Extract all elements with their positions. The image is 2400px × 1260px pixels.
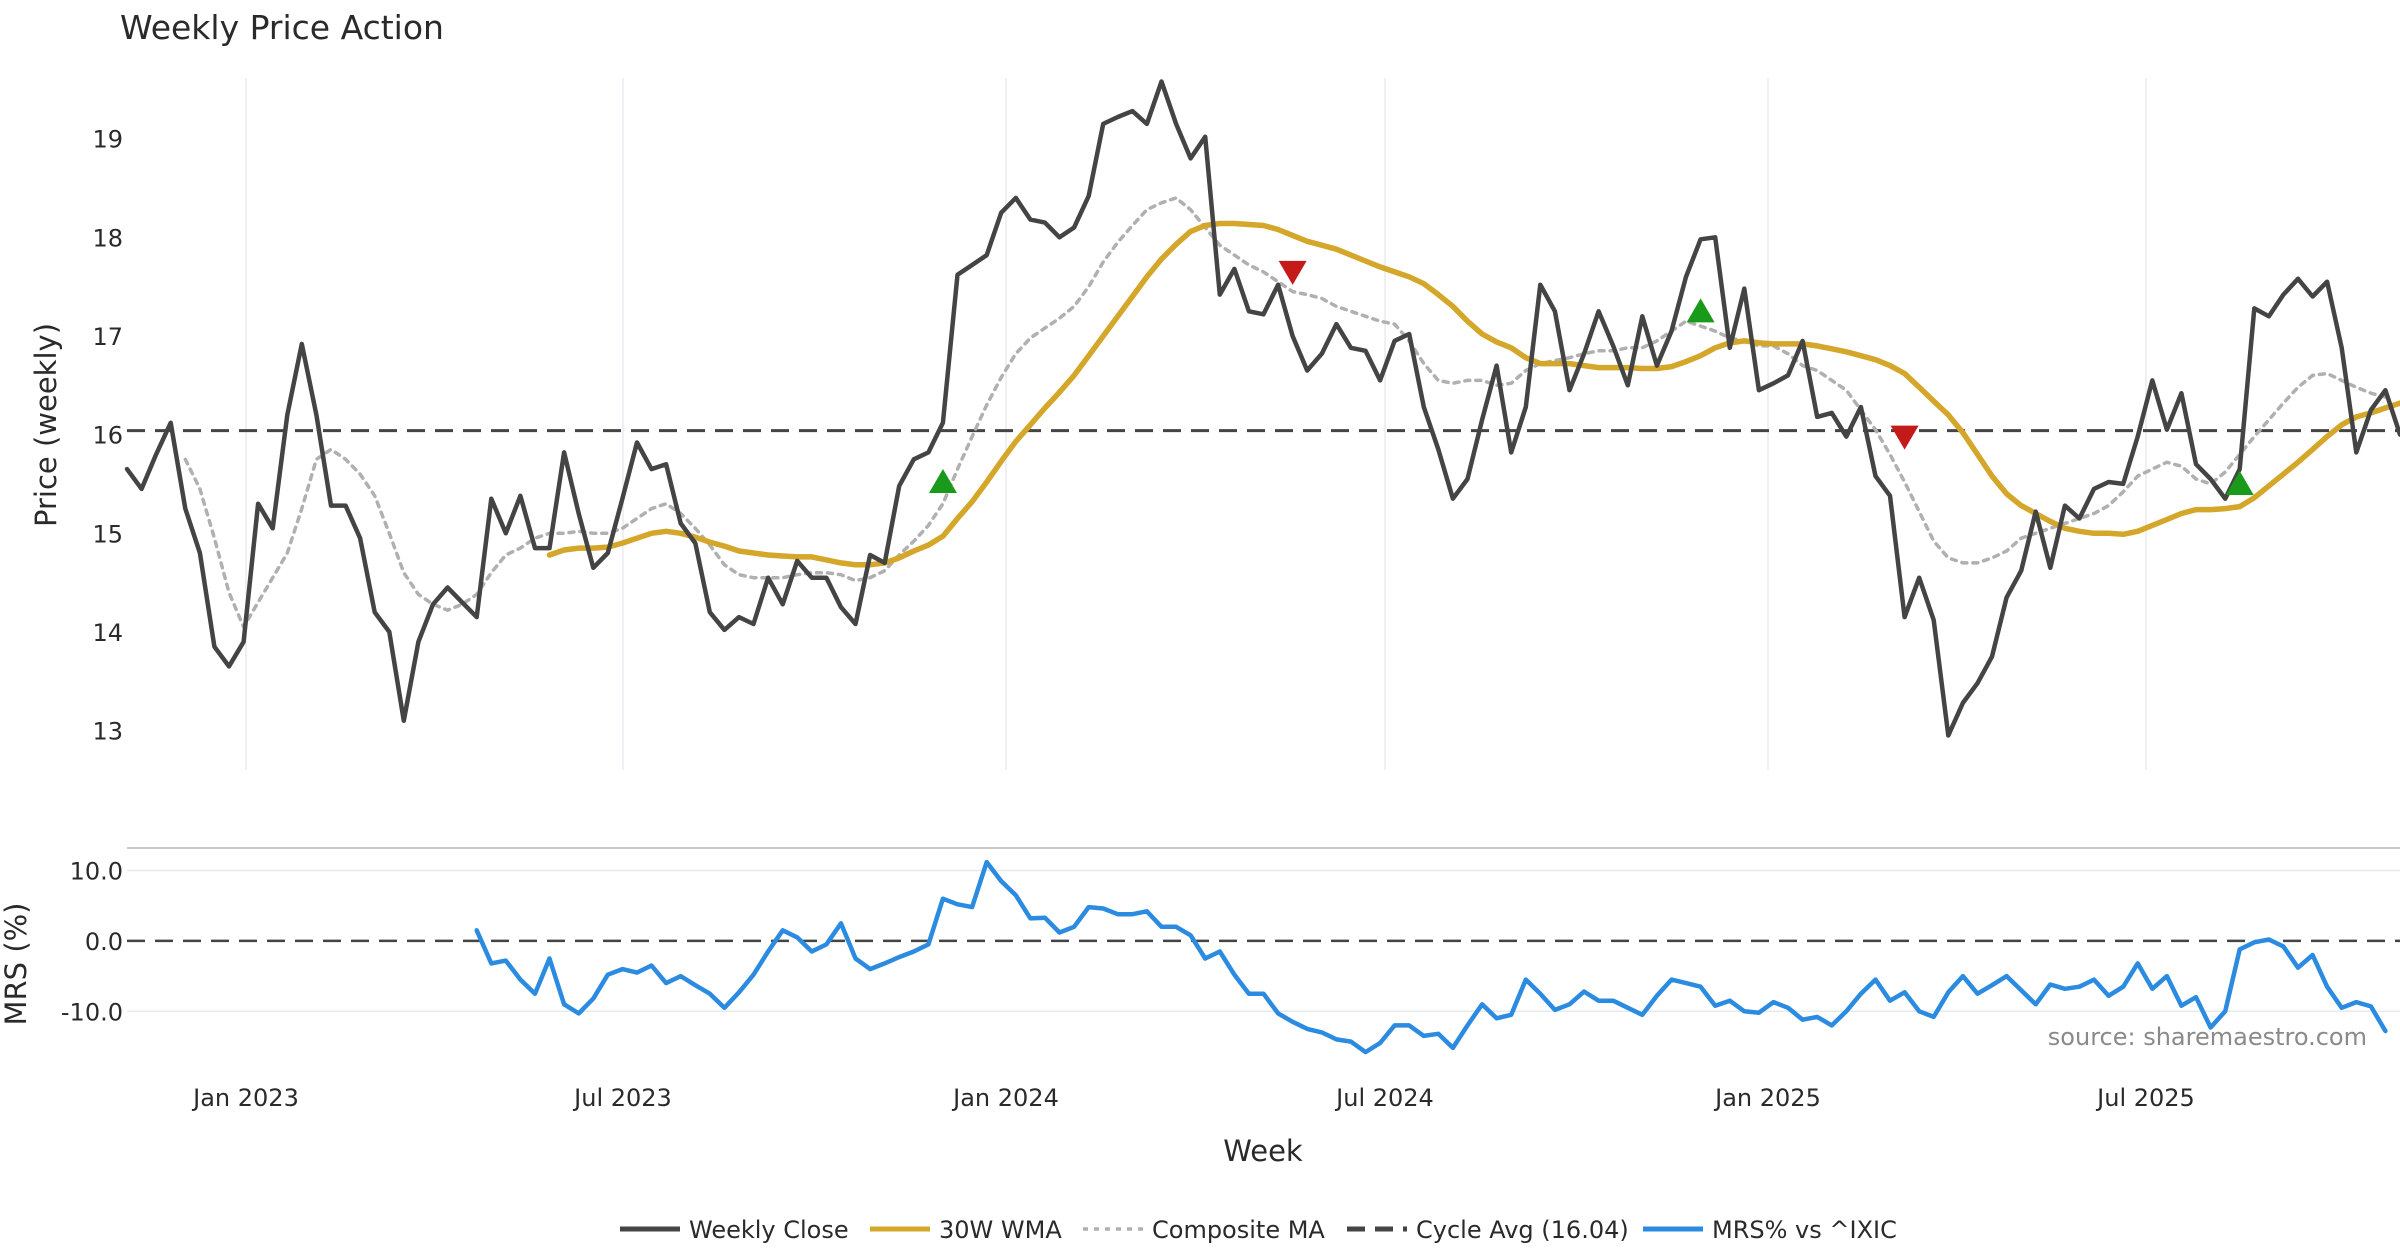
price-y-tick-label: 14	[92, 619, 123, 647]
price-y-tick-label: 13	[92, 718, 123, 746]
price-y-axis: 13 14 15 16 17 18 19	[92, 126, 123, 746]
mrs-series	[474, 859, 2388, 1055]
price-y-tick-label: 16	[92, 422, 123, 450]
x-tick-label: Jan 2025	[1713, 1084, 1821, 1112]
legend-label: 30W WMA	[939, 1216, 1062, 1244]
legend-label: Composite MA	[1152, 1216, 1325, 1244]
weekly-close-line	[124, 79, 2400, 738]
mrs-axis-label: MRS (%)	[0, 903, 33, 1026]
sell-signal-marker	[1278, 260, 1307, 285]
x-tick-label: Jan 2023	[191, 1084, 299, 1112]
legend: Weekly Close 30W WMA Composite MA Cycle Avg…	[620, 1216, 1897, 1244]
buy-signal-marker	[2225, 470, 2254, 495]
price-axis-label: Price (weekly)	[29, 323, 63, 527]
mrs-y-tick-label: -10.0	[61, 998, 123, 1026]
x-tick-label: Jul 2024	[1334, 1084, 1434, 1112]
mrs-y-axis: 10.0 0.0 -10.0	[61, 858, 123, 1027]
buy-signal-marker	[928, 468, 957, 493]
x-axis: Jan 2023 Jul 2023 Jan 2024 Jul 2024 Jan 2025…	[191, 1084, 2195, 1112]
x-tick-label: Jan 2024	[951, 1084, 1059, 1112]
legend-label: MRS% vs ^IXIC	[1712, 1216, 1897, 1244]
price-series	[124, 79, 2400, 738]
x-tick-label: Jul 2023	[572, 1084, 672, 1112]
buy-signal-marker	[1686, 298, 1715, 323]
x-axis-label: Week	[1223, 1134, 1303, 1168]
x-tick-label: Jul 2025	[2095, 1084, 2195, 1112]
mrs-y-tick-label: 10.0	[70, 858, 123, 886]
legend-label: Cycle Avg (16.04)	[1416, 1216, 1629, 1244]
price-y-tick-label: 19	[92, 126, 123, 154]
price-y-tick-label: 18	[92, 224, 123, 252]
wma-30w-line	[546, 220, 2400, 568]
price-y-tick-label: 15	[92, 520, 123, 548]
legend-label: Weekly Close	[689, 1216, 849, 1244]
source-watermark: source: sharemaestro.com	[2048, 1023, 2367, 1051]
vertical-gridlines	[245, 78, 2147, 770]
price-y-tick-label: 17	[92, 323, 123, 351]
chart-title: Weekly Price Action	[120, 8, 444, 47]
mrs-y-tick-label: 0.0	[85, 928, 123, 956]
signal-markers	[928, 260, 2254, 495]
mrs-line	[474, 859, 2388, 1055]
sell-signal-marker	[1890, 425, 1919, 450]
mrs-gridlines	[127, 869, 2400, 1013]
